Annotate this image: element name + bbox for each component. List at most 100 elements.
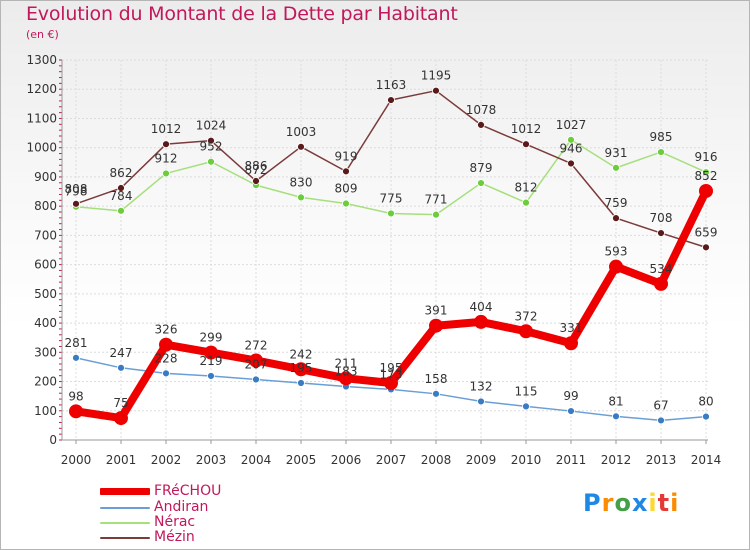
data-point-0 [249,353,263,368]
proxiti-logo-letter: t [657,489,671,517]
data-label-3: 759 [605,196,628,210]
data-point-0 [474,314,488,329]
data-label-3: 808 [65,182,88,196]
data-label-3: 1163 [376,78,407,92]
y-tick-label: 1300 [26,53,57,67]
data-label-1: 158 [425,372,448,386]
data-label-1: 219 [200,354,223,368]
legend-label-andiran: Andiran [154,499,209,515]
data-label-0: 534 [650,262,673,276]
legend-label-nerac: Nérac [154,514,196,530]
data-point-1 [477,397,485,406]
data-label-0: 299 [200,331,223,345]
data-label-0: 75 [113,396,128,410]
x-tick-label: 2005 [286,453,317,467]
data-point-1 [702,412,710,421]
chart-title: Evolution du Montant de la Dette par Hab… [26,3,458,25]
data-label-2: 931 [605,146,628,160]
proxiti-logo-letter: x [631,489,649,517]
legend-label-frechou: FRéCHOU [154,483,222,499]
data-point-2 [657,148,665,156]
data-point-0 [654,276,668,291]
data-point-3 [567,159,575,168]
data-label-0: 404 [470,300,493,314]
data-point-2 [387,209,395,218]
data-label-2: 952 [200,140,223,154]
y-tick-label: 600 [34,258,57,272]
y-tick-label: 700 [34,228,57,242]
data-point-3 [117,184,125,192]
data-label-2: 916 [695,150,718,164]
y-tick-label: 0 [49,433,57,447]
data-label-3: 1012 [511,122,542,136]
data-label-2: 830 [290,175,313,189]
data-point-1 [432,389,440,398]
data-point-0 [339,371,353,386]
data-point-1 [567,407,575,415]
proxiti-logo-letter: P [583,489,602,517]
data-label-1: 173 [380,367,403,381]
data-point-2 [702,168,710,177]
data-label-1: 195 [290,361,313,375]
data-label-0: 372 [515,309,538,323]
x-tick-label: 2012 [601,453,632,467]
data-label-2: 775 [380,191,403,205]
data-point-3 [342,167,350,176]
data-point-1 [162,369,170,378]
legend-swatch-nerac [100,522,150,524]
x-tick-label: 2001 [106,453,137,467]
data-label-2: 812 [515,181,538,195]
data-label-3: 1012 [151,122,182,136]
data-label-3: 946 [560,141,583,155]
data-point-3 [387,96,395,104]
data-point-3 [72,199,80,208]
x-tick-label: 2009 [466,453,497,467]
data-label-1: 99 [563,389,578,403]
y-tick-label: 500 [34,287,57,301]
data-label-0: 331 [560,321,583,335]
data-point-0 [384,376,398,390]
data-point-0 [114,411,128,426]
data-label-2: 771 [425,193,448,207]
data-label-1: 207 [245,357,268,371]
data-point-3 [162,140,170,149]
x-tick-label: 2004 [241,453,272,467]
data-label-3: 659 [695,225,718,239]
data-point-3 [702,243,710,252]
x-tick-label: 2013 [646,453,677,467]
data-label-2: 879 [470,161,493,175]
data-label-2: 872 [245,163,268,177]
data-point-0 [699,183,713,198]
data-point-2 [207,157,215,166]
data-point-2 [567,135,575,144]
data-point-0 [294,362,308,377]
x-tick-label: 2000 [61,453,92,467]
legend-swatch-mezin [100,537,150,539]
data-label-3: 919 [335,149,358,163]
data-point-3 [207,136,215,145]
data-point-1 [297,379,305,387]
data-point-3 [522,140,530,149]
proxiti-logo: Proxiti [583,489,679,517]
data-label-1: 228 [155,351,178,365]
data-label-2: 809 [335,182,358,196]
data-label-1: 183 [335,365,358,379]
data-point-1 [612,412,620,421]
data-point-1 [117,363,125,372]
data-label-3: 1195 [421,69,452,83]
data-label-0: 593 [605,245,628,259]
x-tick-label: 2006 [331,453,362,467]
y-tick-label: 200 [34,375,57,389]
y-tick-label: 1200 [26,82,57,96]
data-label-2: 798 [65,185,88,199]
data-label-0: 326 [155,323,178,337]
data-point-1 [522,402,530,411]
data-point-2 [162,169,170,178]
y-tick-label: 800 [34,199,57,213]
data-point-1 [657,416,665,425]
data-label-2: 912 [155,151,178,165]
legend-swatch-frechou [100,488,150,495]
x-tick-label: 2008 [421,453,452,467]
